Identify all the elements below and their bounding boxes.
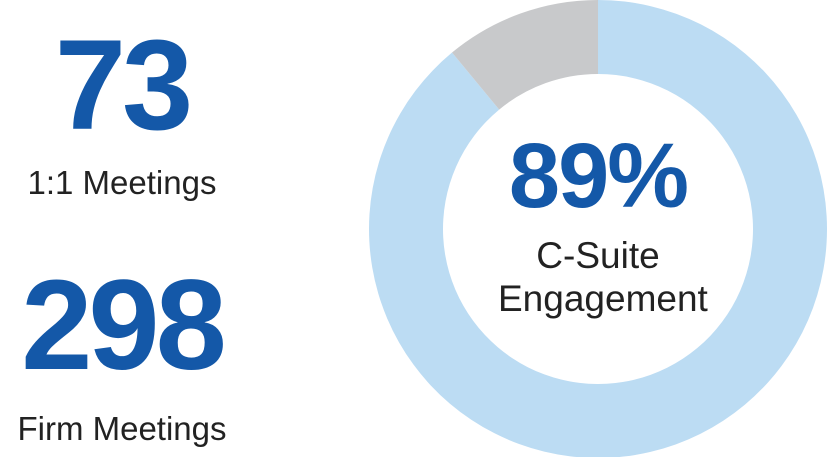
donut-segment — [369, 0, 827, 457]
value-label: 89% — [508, 125, 689, 227]
stat-value: 73 — [54, 14, 193, 157]
stat-label: 1:1 Meetings — [27, 164, 217, 201]
chart-label: C-Suite Engagement — [498, 235, 708, 319]
donut-center: 89% C-Suite Engagement — [478, 130, 718, 320]
stat-value: 298 — [21, 254, 227, 397]
stat-label: Firm Meetings — [17, 410, 227, 447]
donut-segment — [452, 0, 598, 110]
